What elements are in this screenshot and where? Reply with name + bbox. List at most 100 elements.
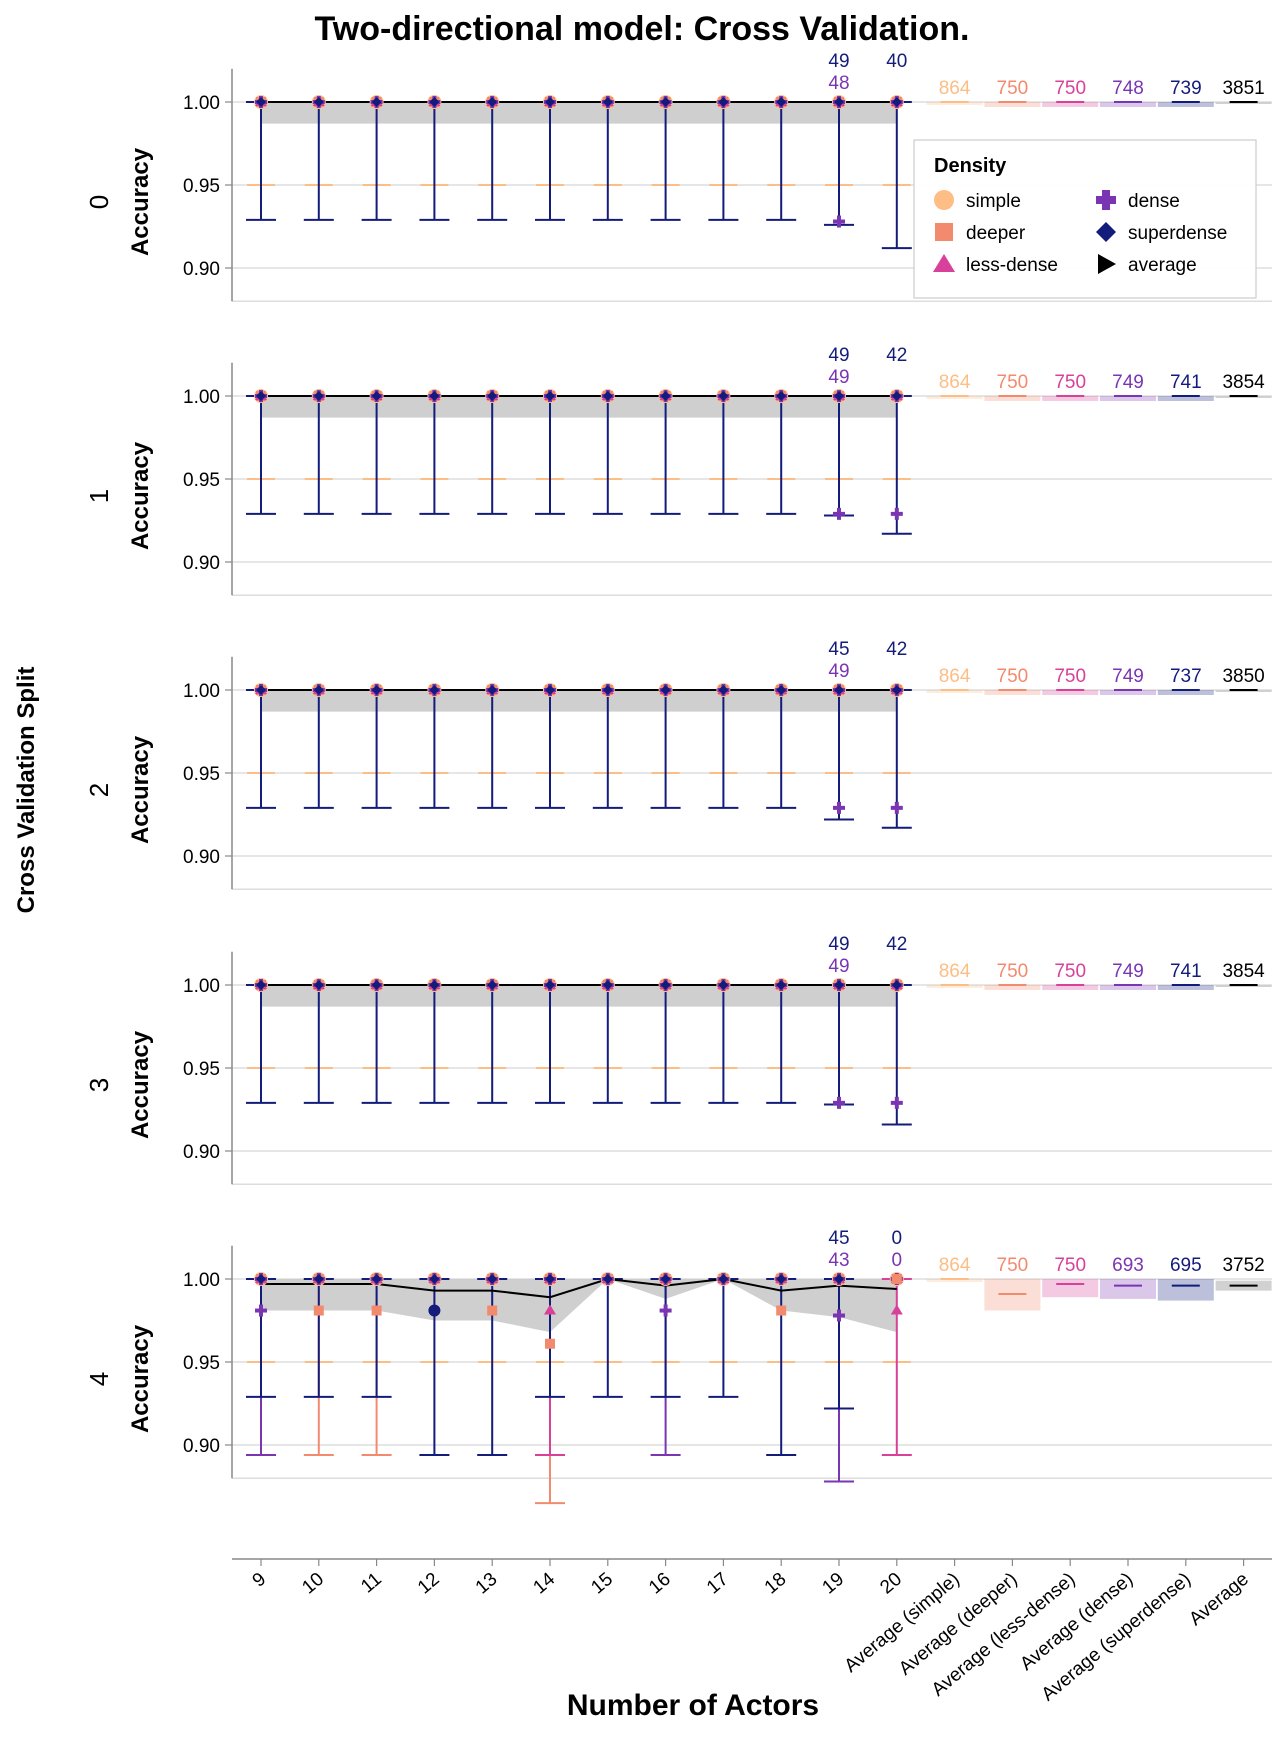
y-axis-label: Accuracy — [127, 147, 154, 256]
legend-symbol-less-dense — [933, 254, 955, 272]
count-superdense-20: 42 — [886, 345, 907, 366]
legend: Density simple deeper less-dense dense superd… — [913, 139, 1257, 299]
point-superdense — [718, 685, 729, 695]
point-superdense — [429, 1274, 440, 1284]
y-tick-label: 0.90 — [183, 259, 220, 280]
y-axis-label: Accuracy — [127, 1030, 154, 1139]
legend-label: deeper — [966, 223, 1026, 244]
point-superdense — [487, 685, 498, 695]
facets: 0.90 0.95 1.00 Accuracy 0 864 750 750 748 739 3851… — [84, 51, 1272, 1505]
avg-band-dense — [1100, 985, 1156, 990]
point-superdense — [834, 1274, 844, 1284]
point-superdense — [429, 391, 440, 401]
facet-3: 0.90 0.95 1.00 Accuracy 3 864 750 750 749 741 3854… — [84, 934, 1272, 1185]
point-superdense — [371, 685, 382, 695]
point-superdense — [776, 1274, 787, 1284]
point-superdense — [660, 97, 671, 107]
point-superdense — [313, 1274, 324, 1284]
point-deeper — [776, 1305, 787, 1316]
facet-1: 0.90 0.95 1.00 Accuracy 1 864 750 750 749 741 3854… — [84, 345, 1272, 596]
avg-count-less-dense: 750 — [1054, 666, 1086, 687]
x-tick-label: 20 — [876, 1569, 906, 1599]
point-dense — [894, 507, 899, 520]
count-superdense-20: 42 — [886, 639, 907, 660]
facet-0: 0.90 0.95 1.00 Accuracy 0 864 750 750 748 739 3851… — [84, 51, 1272, 302]
count-dense-20: 0 — [892, 1250, 903, 1271]
x-tick-label: 11 — [357, 1569, 386, 1598]
avg-band-simple — [926, 102, 983, 105]
count-superdense-20: 40 — [886, 51, 907, 72]
point-dense — [894, 1096, 899, 1109]
row-axis-title: Cross Validation Split — [13, 667, 40, 914]
legend-symbol-dense — [1102, 190, 1110, 210]
x-tick-label: 10 — [298, 1569, 328, 1599]
point-superdense — [545, 1274, 555, 1284]
x-tick-label: 16 — [645, 1569, 675, 1599]
legend-symbol-average — [1098, 254, 1116, 274]
avg-band-simple — [926, 396, 983, 399]
point-superdense — [718, 980, 729, 990]
avg-count-simple: 864 — [939, 78, 971, 99]
point-dense — [837, 507, 841, 520]
facet-2: 0.90 0.95 1.00 Accuracy 2 864 750 750 749 737 3850… — [84, 639, 1272, 890]
point-deeper — [487, 1305, 498, 1316]
count-dense-19: 48 — [828, 73, 849, 94]
split-label: 2 — [84, 783, 114, 797]
y-tick-label: 0.95 — [183, 1059, 220, 1080]
y-tick-label: 0.95 — [183, 470, 220, 491]
chart-title: Two-directional model: Cross Validation. — [315, 10, 970, 48]
avg-band-simple — [926, 985, 983, 988]
split-label: 3 — [84, 1078, 114, 1092]
avg-count-less-dense: 750 — [1054, 78, 1086, 99]
count-dense-19: 43 — [828, 1250, 849, 1271]
avg-count-less-dense: 750 — [1054, 372, 1086, 393]
y-tick-label: 0.90 — [183, 1142, 220, 1163]
avg-count-superdense: 739 — [1170, 78, 1202, 99]
point-superdense — [891, 391, 902, 401]
point-less-dense — [544, 1304, 556, 1315]
avg-band-dense — [1100, 396, 1156, 401]
avg-band-superdense — [1157, 690, 1214, 695]
avg-count-deeper: 750 — [997, 961, 1029, 982]
point-superdense — [313, 980, 324, 990]
x-tick-label: 12 — [414, 1569, 444, 1599]
point-superdense — [545, 980, 555, 990]
avg-band-less-dense — [1042, 102, 1099, 107]
avg-count-superdense: 741 — [1170, 961, 1202, 982]
avg-count-average: 3854 — [1222, 961, 1265, 982]
point-superdense — [834, 391, 844, 401]
point-dense — [259, 1304, 263, 1317]
avg-band-less-dense — [1042, 396, 1099, 401]
point-deeper — [313, 1305, 324, 1316]
point-superdense — [256, 97, 266, 107]
avg-count-deeper: 750 — [997, 1255, 1029, 1276]
avg-band-dense — [1100, 102, 1156, 107]
avg-count-deeper: 750 — [997, 372, 1029, 393]
point-superdense — [834, 685, 844, 695]
legend-label: dense — [1128, 191, 1180, 212]
legend-symbol-simple — [934, 190, 954, 210]
point-dense — [837, 215, 841, 228]
confidence-band — [261, 396, 897, 418]
avg-count-average: 3851 — [1222, 78, 1264, 99]
avg-count-dense: 749 — [1112, 666, 1144, 687]
y-tick-label: 1.00 — [183, 681, 220, 702]
avg-band-deeper — [984, 102, 1041, 107]
confidence-band — [261, 102, 897, 124]
point-superdense — [371, 1274, 382, 1284]
count-superdense-20: 0 — [892, 1228, 903, 1249]
split-label: 1 — [84, 489, 114, 503]
x-tick-label: 9 — [249, 1569, 271, 1592]
point-superdense — [487, 1274, 498, 1284]
point-superdense — [718, 391, 729, 401]
facet-4: 0.90 0.95 1.00 Accuracy 4 864 750 750 693 695 3752… — [84, 1228, 1272, 1505]
point-superdense — [776, 685, 787, 695]
count-superdense-19: 49 — [828, 51, 849, 72]
avg-band-simple — [926, 690, 983, 693]
point-superdense — [256, 685, 266, 695]
point-superdense — [602, 97, 613, 107]
confidence-band — [261, 1279, 897, 1333]
avg-band-deeper — [984, 985, 1041, 990]
point-superdense — [429, 685, 440, 695]
